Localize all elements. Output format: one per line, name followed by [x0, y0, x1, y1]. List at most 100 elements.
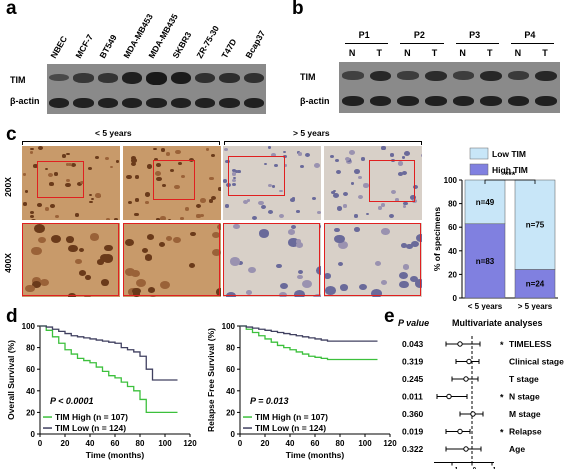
- y-tick-label: 100: [222, 322, 236, 331]
- cell: [275, 263, 282, 269]
- bar-segment: [514, 179, 556, 270]
- cell: [232, 176, 237, 180]
- row-significance-star: *: [500, 393, 504, 403]
- cell: [336, 170, 342, 175]
- cell: [401, 155, 406, 159]
- zoom-frame: [22, 223, 119, 296]
- cell: [268, 210, 273, 214]
- cell: [215, 288, 221, 296]
- cell: [231, 179, 236, 183]
- cell: [65, 163, 70, 166]
- lane-label: T: [542, 48, 548, 58]
- cell: [159, 216, 166, 220]
- cell: [144, 254, 153, 261]
- band: [243, 72, 264, 83]
- y-tick-label: 100: [444, 176, 458, 185]
- cell: [342, 204, 348, 209]
- bar-segment: [464, 179, 506, 225]
- legend-label: TIM High (n = 107): [255, 412, 328, 422]
- panel-a-actin-blot: [47, 92, 266, 114]
- cell: [188, 263, 196, 269]
- panel-c-mag-200x: 200X: [2, 177, 13, 197]
- cell: [365, 212, 369, 216]
- cell: [25, 284, 35, 293]
- cell: [196, 203, 201, 208]
- panel-b-headers: P1 N T P2 N T P3 N T P4 N T: [0, 0, 567, 70]
- cell: [252, 216, 258, 220]
- ihc-tile: [323, 223, 422, 297]
- band: [369, 70, 392, 81]
- cell: [104, 244, 113, 252]
- x-tick-label: 60: [311, 439, 320, 448]
- cell: [31, 246, 43, 256]
- patient-label: P2: [413, 30, 425, 40]
- cell: [370, 289, 382, 297]
- band: [507, 71, 530, 80]
- legend-label: TIM Low (n = 124): [255, 423, 326, 433]
- x-tick-label: 100: [358, 439, 372, 448]
- x-tick-label: 120: [383, 439, 397, 448]
- cell: [106, 217, 110, 220]
- cell: [89, 232, 100, 241]
- relapse-free-survival-chart: 0 20 40 60 80 100 120 0 20 40 60 80 100 Time (months)…: [206, 322, 397, 460]
- cell: [311, 197, 316, 201]
- y-tick-label: 0: [231, 430, 236, 439]
- band: [480, 70, 502, 81]
- cell: [131, 156, 136, 161]
- panel-c-group-left-label: < 5 years: [95, 128, 132, 138]
- cell: [292, 197, 296, 200]
- ihc-tile: [223, 223, 321, 297]
- cell: [279, 189, 283, 193]
- cell: [134, 212, 139, 217]
- cell: [415, 234, 422, 243]
- band: [243, 98, 264, 108]
- cell: [343, 191, 349, 196]
- row-p-value: 0.011: [402, 392, 423, 402]
- band: [369, 96, 392, 106]
- cell: [146, 164, 153, 169]
- cell: [293, 290, 305, 297]
- panel-c-bar-chart: Low TIM High TIM 0 20 40 60 80 100 % of specimen…: [432, 147, 558, 310]
- legend-label: High TIM: [492, 165, 528, 175]
- legend-label: TIM Low (n = 124): [55, 423, 126, 433]
- cell: [399, 280, 409, 289]
- cell: [360, 157, 365, 161]
- cell: [363, 183, 369, 188]
- cell: [70, 163, 76, 168]
- cell: [314, 162, 321, 168]
- row-p-value: 0.360: [402, 409, 424, 419]
- cell: [91, 197, 95, 201]
- patient-label: P3: [469, 30, 481, 40]
- cell: [402, 205, 407, 209]
- cell: [30, 219, 36, 220]
- band: [170, 98, 191, 108]
- cell: [223, 179, 228, 183]
- band: [73, 98, 94, 108]
- lane-label: T: [486, 48, 493, 58]
- cell: [337, 261, 343, 266]
- lane-label: N: [404, 48, 411, 58]
- cell: [334, 234, 345, 244]
- patient-underline: [400, 43, 444, 44]
- cell: [165, 236, 173, 242]
- cell: [89, 200, 93, 204]
- cell: [145, 192, 151, 197]
- cell: [280, 283, 288, 290]
- cell: [158, 241, 166, 248]
- ihc-tile: [22, 223, 120, 297]
- y-tick-label: 60: [26, 365, 35, 374]
- cell: [232, 182, 236, 186]
- band: [219, 72, 240, 84]
- lane-label: T: [376, 48, 382, 58]
- cell: [299, 164, 304, 169]
- band: [397, 71, 419, 80]
- cell: [31, 280, 41, 289]
- bar-count-label: n=24: [526, 280, 545, 289]
- cell: [296, 242, 304, 248]
- y-tick-label: 60: [448, 223, 457, 232]
- cell: [389, 153, 395, 157]
- row-p-value: 0.319: [402, 357, 424, 367]
- cell: [149, 296, 158, 297]
- cell: [130, 161, 137, 166]
